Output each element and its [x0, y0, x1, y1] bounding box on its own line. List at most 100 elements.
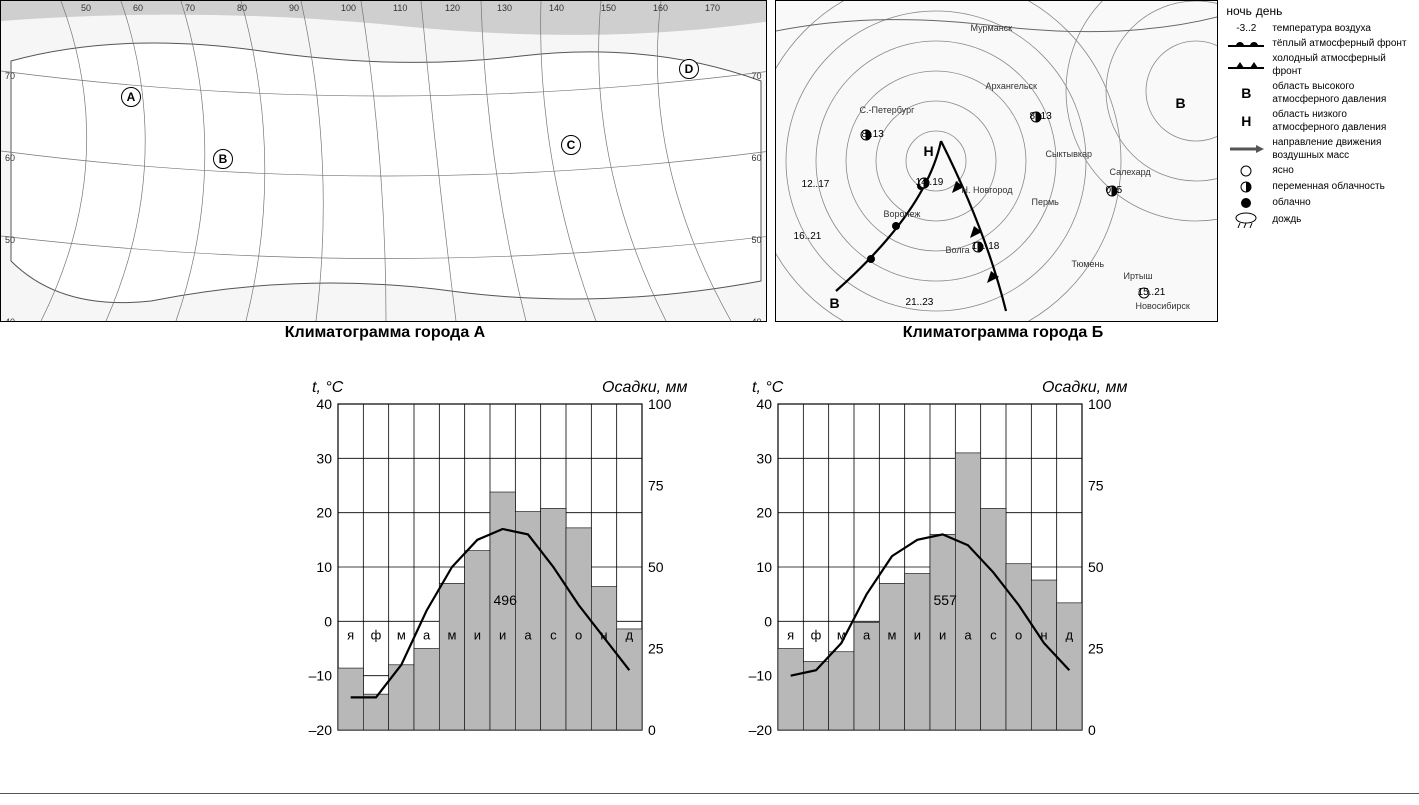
svg-text:Осадки, мм: Осадки, мм: [602, 379, 688, 396]
svg-text:0: 0: [1088, 722, 1096, 738]
svg-text:–10: –10: [308, 668, 332, 684]
lon-label: 140: [549, 3, 564, 13]
legend-icon: [1226, 60, 1266, 70]
svg-text:0: 0: [764, 613, 772, 629]
lon-label: 160: [653, 3, 668, 13]
syn-temp: 21..23: [906, 297, 934, 308]
syn-symbol: В: [830, 295, 840, 311]
title-b: Климатограмма города Б: [778, 324, 1228, 342]
svg-text:25: 25: [1088, 641, 1104, 657]
legend-label: область низкого атмосферного давления: [1272, 108, 1415, 134]
svg-text:а: а: [863, 627, 871, 642]
svg-text:а: а: [964, 627, 972, 642]
syn-temp: 16..18: [972, 241, 1000, 252]
svg-text:40: 40: [756, 396, 772, 412]
svg-text:м: м: [447, 627, 456, 642]
legend-icon: [1226, 180, 1266, 194]
legend-item: ясно: [1226, 164, 1415, 178]
legend-icon: [1226, 38, 1266, 48]
legend-item: тёплый атмосферный фронт: [1226, 37, 1415, 50]
svg-text:75: 75: [648, 478, 664, 494]
legend-item: Нобласть низкого атмосферного давления: [1226, 108, 1415, 134]
legend-icon: -3..2: [1226, 22, 1266, 35]
legend-label: холодный атмосферный фронт: [1272, 52, 1415, 78]
legend-item: -3..2 температура воздуха: [1226, 22, 1415, 35]
svg-text:20: 20: [756, 505, 772, 521]
legend: ночь день -3..2 температура воздуха тёплый…: [1222, 0, 1419, 324]
bottom-rule: [0, 793, 1419, 794]
syn-city: С.-Петербург: [860, 105, 915, 115]
svg-text:10: 10: [316, 559, 332, 575]
svg-text:Осадки, мм: Осадки, мм: [1042, 379, 1128, 396]
svg-text:10: 10: [756, 559, 772, 575]
lat-label: 40: [752, 317, 762, 322]
charts-row: –20–100102030400255075100яфмамииасондt, …: [0, 370, 1419, 775]
svg-text:0: 0: [648, 722, 656, 738]
syn-temp: 12..17: [802, 179, 830, 190]
lat-label: 70: [5, 71, 15, 81]
legend-item: дождь: [1226, 212, 1415, 228]
svg-text:20: 20: [316, 505, 332, 521]
svg-text:я: я: [787, 627, 794, 642]
syn-temp: 8..13: [862, 129, 884, 140]
russia-map-svg: [1, 1, 767, 321]
lon-label: 110: [393, 3, 407, 13]
svg-text:м: м: [836, 627, 845, 642]
svg-text:ф: ф: [810, 627, 821, 642]
svg-text:м: м: [396, 627, 405, 642]
legend-icon: [1226, 196, 1266, 210]
legend-label: температура воздуха: [1272, 22, 1415, 35]
legend-day: день: [1256, 4, 1283, 20]
syn-city: Тюмень: [1072, 259, 1105, 269]
legend-label: ясно: [1272, 164, 1415, 177]
map-marker-b: B: [213, 149, 233, 169]
svg-text:75: 75: [1088, 478, 1104, 494]
legend-icon: В: [1226, 84, 1266, 102]
svg-text:25: 25: [648, 641, 664, 657]
syn-city: Архангельск: [986, 81, 1037, 91]
syn-symbol: Н: [924, 143, 934, 159]
syn-city: Салехард: [1110, 167, 1151, 177]
legend-item: Вобласть высокого атмосферного давления: [1226, 80, 1415, 106]
svg-text:100: 100: [1088, 396, 1112, 412]
syn-city: Новосибирск: [1136, 301, 1190, 311]
syn-symbol: В: [1176, 95, 1186, 111]
svg-text:д: д: [1065, 627, 1073, 642]
legend-night: ночь: [1226, 4, 1252, 20]
svg-text:50: 50: [648, 559, 664, 575]
svg-text:–20: –20: [308, 722, 332, 738]
legend-item: переменная облачность: [1226, 180, 1415, 194]
svg-text:100: 100: [648, 396, 672, 412]
svg-text:30: 30: [316, 450, 332, 466]
svg-text:и: и: [473, 627, 480, 642]
map-marker-d: D: [679, 59, 699, 79]
map-marker-a: A: [121, 87, 141, 107]
svg-text:м: м: [887, 627, 896, 642]
legend-label: облачно: [1272, 196, 1415, 209]
legend-label: направление движения воздушных масс: [1272, 136, 1415, 162]
syn-city: Мурманск: [971, 23, 1013, 33]
lon-label: 70: [185, 3, 195, 13]
svg-text:д: д: [625, 627, 633, 642]
syn-temp: 8..13: [1030, 111, 1052, 122]
lat-label: 70: [752, 71, 762, 81]
syn-city: Н. Новгород: [962, 185, 1013, 195]
legend-icon: [1226, 144, 1266, 154]
legend-icon: Н: [1226, 112, 1266, 130]
svg-text:н: н: [600, 627, 607, 642]
legend-label: дождь: [1272, 213, 1415, 226]
lat-label: 50: [5, 235, 15, 245]
svg-text:40: 40: [316, 396, 332, 412]
svg-text:t, °C: t, °C: [312, 379, 344, 396]
legend-item: облачно: [1226, 196, 1415, 210]
legend-item: холодный атмосферный фронт: [1226, 52, 1415, 78]
lat-label: 40: [5, 317, 15, 322]
svg-text:–20: –20: [748, 722, 772, 738]
svg-text:а: а: [423, 627, 431, 642]
syn-temp: 0..5: [1106, 185, 1123, 196]
lon-label: 100: [341, 3, 356, 13]
lat-label: 50: [752, 235, 762, 245]
syn-temp: 16..21: [794, 231, 822, 242]
lon-label: 90: [289, 3, 299, 13]
svg-text:и: и: [939, 627, 946, 642]
